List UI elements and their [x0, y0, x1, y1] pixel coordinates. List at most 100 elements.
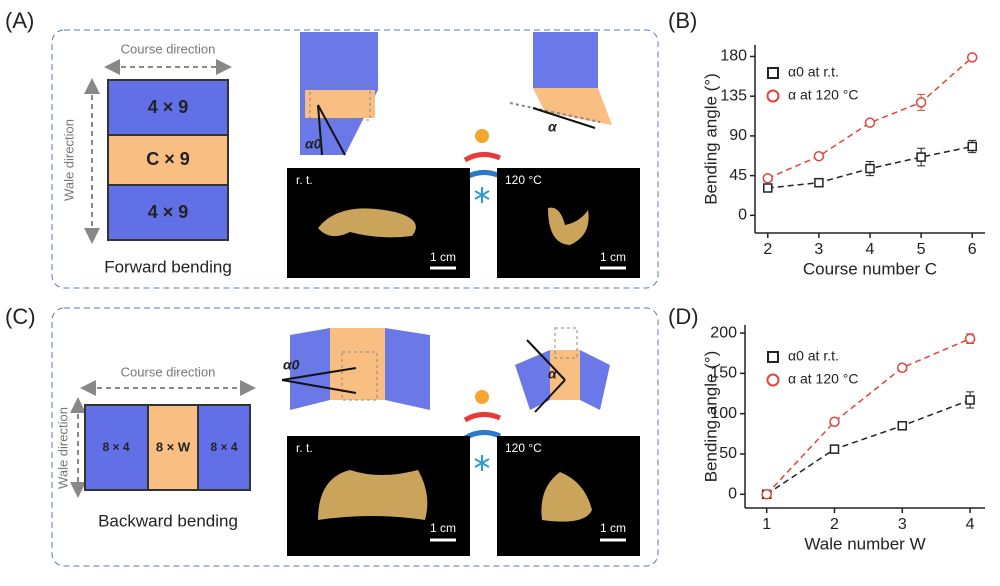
series-line: [767, 56, 973, 179]
angle-line: [532, 107, 596, 129]
wale-label: Wale direction: [61, 119, 76, 201]
marker: [965, 395, 975, 405]
schematic: [580, 350, 610, 410]
schematic: [290, 328, 330, 410]
y-tick-label: 200: [710, 324, 737, 341]
angle-label: α0: [305, 136, 322, 152]
schematic: [385, 328, 430, 410]
series-line: [766, 399, 971, 495]
angle-line: [281, 367, 357, 381]
y-tick-label: 50: [719, 445, 737, 462]
y-tick-label: 0: [738, 207, 747, 224]
x-axis-label: Wale number W: [804, 534, 925, 553]
photo-sample: [318, 470, 428, 520]
block-label: 4 × 9: [148, 97, 189, 117]
x-tick-label: 2: [763, 241, 772, 258]
panel-label: (D): [668, 304, 699, 329]
block: [84, 404, 149, 491]
y-axis-label: Bending angle (°): [701, 351, 720, 483]
schematic: [533, 32, 598, 88]
marker: [966, 52, 978, 63]
schematic: [330, 328, 385, 400]
photo-label: r. t.: [296, 173, 313, 187]
marker: [865, 163, 875, 174]
x-tick-label: 3: [814, 241, 823, 258]
x-tick-label: 6: [968, 241, 977, 258]
photo-sample: [548, 207, 589, 245]
legend-label: α at 120 °C: [788, 371, 859, 387]
legend-label: α at 120 °C: [788, 87, 859, 103]
y-tick-label: 45: [729, 167, 747, 184]
panel-label: (A): [5, 8, 34, 33]
scale-label: 1 cm: [600, 521, 626, 535]
angle-label: α: [548, 119, 558, 135]
y-tick-label: 100: [710, 405, 737, 422]
course-label: Course direction: [121, 364, 216, 379]
caption: Backward bending: [98, 511, 238, 530]
y-tick-label: 150: [710, 365, 737, 382]
x-axis-label: Course number C: [803, 259, 937, 278]
scale-label: 1 cm: [430, 521, 456, 535]
block: [197, 404, 251, 491]
photo-label: 120 °C: [505, 441, 542, 455]
marker: [897, 421, 908, 431]
x-tick-label: 4: [966, 516, 975, 533]
panel-label: (B): [668, 8, 697, 33]
y-tick-label: 90: [729, 127, 747, 144]
legend-marker: [766, 89, 780, 103]
block: [107, 134, 229, 186]
sun-icon: [475, 390, 489, 404]
y-tick-label: 135: [720, 87, 747, 104]
schematic: [515, 350, 550, 410]
schematic: [554, 327, 578, 359]
heat-arrow: [463, 412, 502, 423]
block-label: 8 × W: [156, 439, 191, 454]
photo: [497, 168, 640, 278]
marker: [967, 141, 977, 152]
angle-line: [526, 339, 566, 381]
legend-label: α0 at r.t.: [788, 348, 839, 364]
x-tick-label: 5: [917, 241, 926, 258]
cool-arrow: [463, 430, 502, 441]
series-line: [766, 338, 971, 495]
marker: [964, 333, 976, 344]
block-label: 8 × 4: [102, 440, 129, 454]
schematic: [533, 88, 612, 125]
wale-label: Wale direction: [55, 407, 70, 489]
snow-icon: [474, 455, 490, 471]
cool-arrow: [463, 170, 502, 181]
legend-marker: [767, 351, 779, 363]
scale-label: 1 cm: [430, 250, 456, 264]
marker: [897, 362, 908, 373]
y-axis-label: Bending angle (°): [701, 73, 720, 205]
marker: [864, 117, 876, 128]
marker: [814, 177, 824, 188]
legend-marker: [767, 67, 779, 79]
photo-label: 120 °C: [505, 173, 542, 187]
x-tick-label: 1: [762, 516, 771, 533]
photo-sample: [318, 208, 416, 238]
angle-line: [281, 379, 357, 394]
panel-c: (C) Course direction Wale direction 8 × …: [5, 304, 659, 567]
caption: Forward bending: [104, 257, 232, 276]
y-tick-label: 180: [720, 48, 747, 65]
marker: [915, 97, 927, 108]
schematic: [305, 90, 375, 118]
scale-label: 1 cm: [600, 250, 626, 264]
marker: [813, 150, 825, 162]
block: [147, 404, 199, 491]
panel-label: (C): [5, 304, 36, 329]
panel-a: (A) Course direction Wale direction 4 × …: [5, 8, 659, 289]
legend-label: α0 at r.t.: [788, 64, 839, 80]
angle-line: [534, 379, 566, 413]
legend-marker: [766, 373, 780, 387]
marker: [761, 489, 772, 500]
angle-line: [317, 104, 346, 156]
schematic: [309, 84, 371, 121]
x-tick-label: 3: [898, 516, 907, 533]
panel-frame: [51, 29, 659, 289]
marker: [763, 183, 773, 193]
block-label: 8 × 4: [210, 440, 237, 454]
block-label: C × 9: [146, 149, 190, 169]
